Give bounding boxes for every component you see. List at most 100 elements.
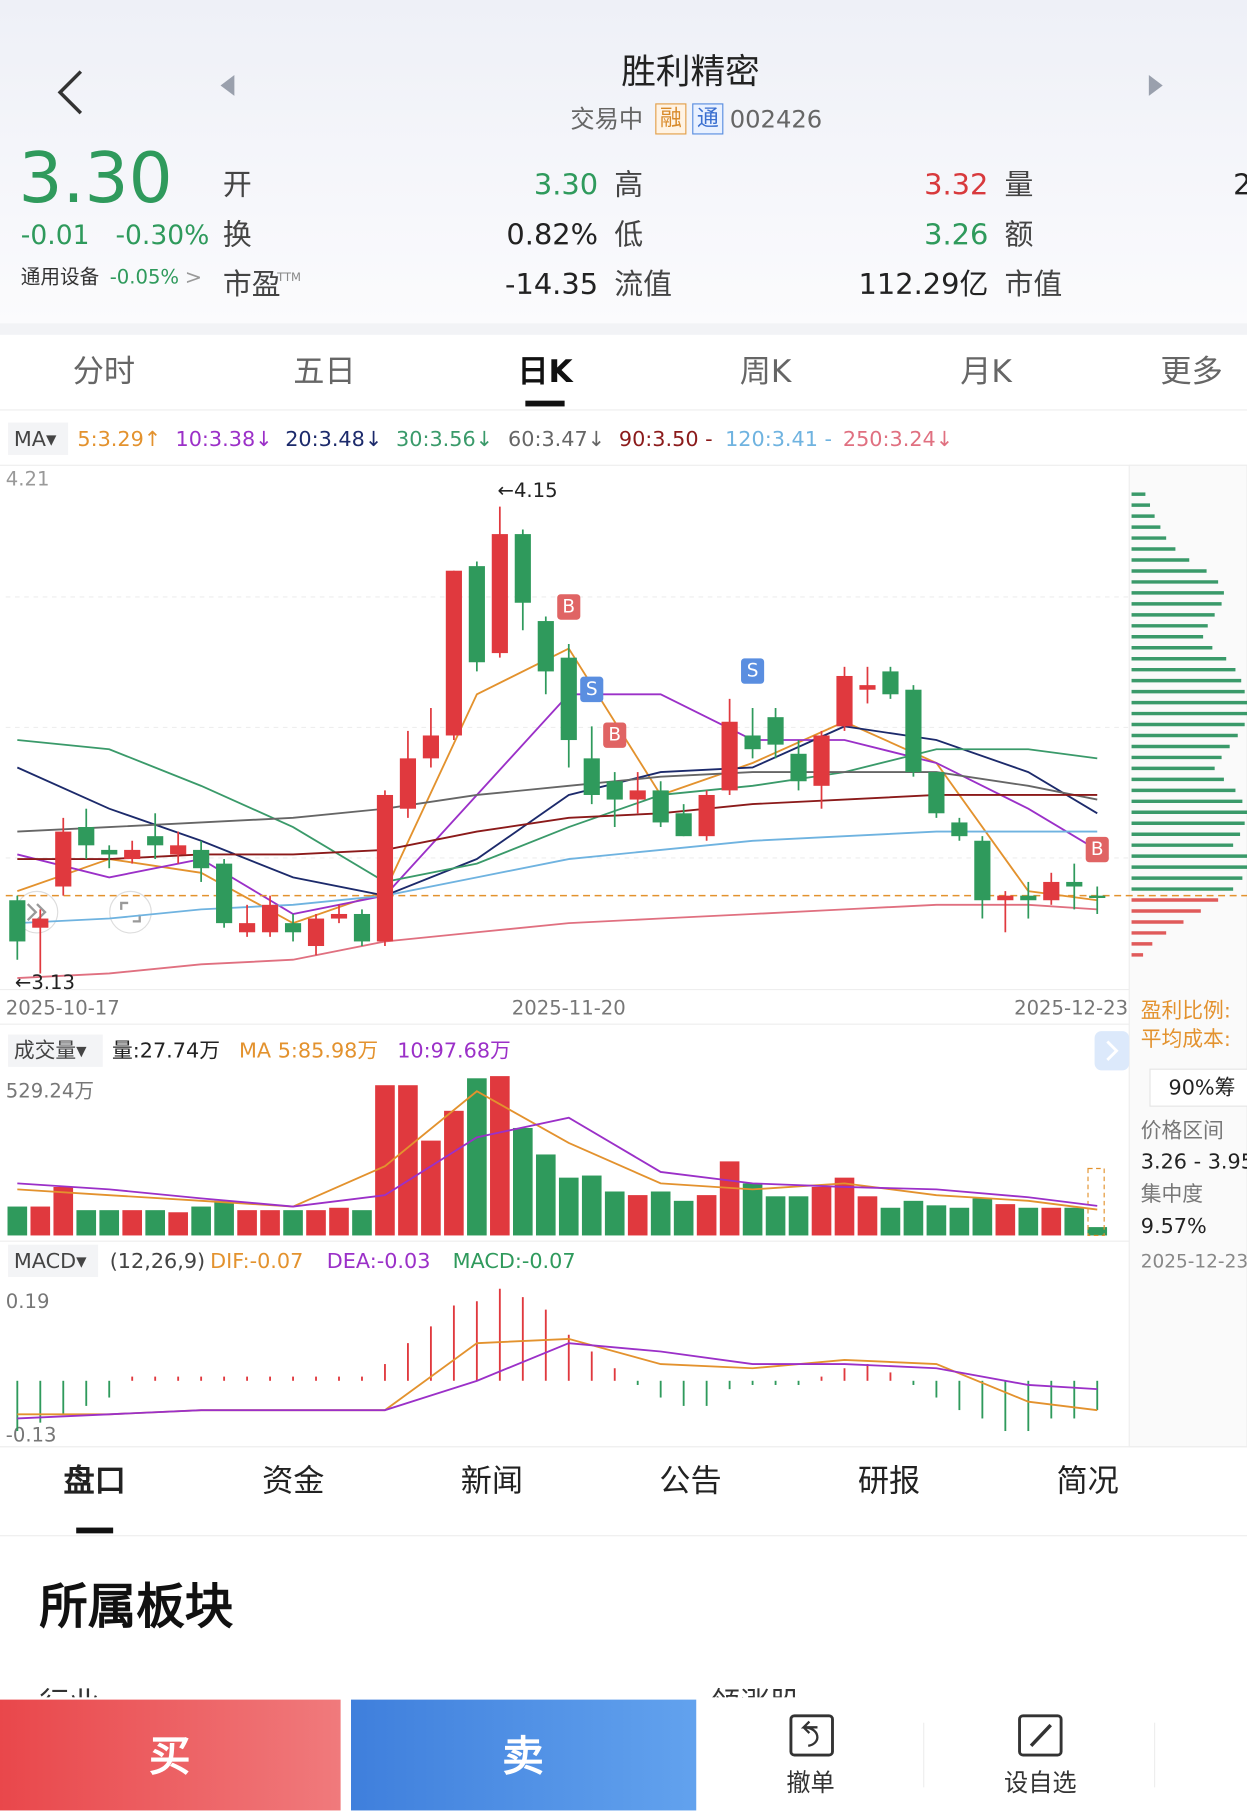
candle-body	[1066, 881, 1083, 887]
candle-body	[675, 813, 692, 837]
stat-label: 流值	[614, 267, 672, 301]
period-tab[interactable]: 日K	[517, 354, 574, 390]
chip-range-label: 价格区间	[1141, 1118, 1224, 1142]
signal-badge[interactable]	[580, 676, 604, 703]
signal-badge[interactable]	[557, 594, 581, 620]
info-tab[interactable]: 盘口	[64, 1463, 126, 1499]
header-bg	[0, 0, 1247, 324]
volume-bar	[696, 1195, 717, 1236]
info-tab[interactable]: 研报	[858, 1463, 920, 1499]
period-tab[interactable]: 五日	[293, 354, 355, 390]
volume-bar	[30, 1206, 51, 1236]
candle-body	[32, 918, 49, 928]
sell-button[interactable]	[351, 1699, 697, 1811]
candle-body	[859, 685, 876, 690]
candle-body	[813, 735, 830, 786]
cancel-label[interactable]: 撤单	[786, 1768, 834, 1797]
stat-value: 2	[1233, 168, 1247, 202]
indicator-line	[17, 903, 1098, 980]
prev-stock[interactable]	[220, 75, 235, 96]
buy-label[interactable]: 买	[149, 1732, 191, 1781]
signal-label[interactable]: S	[586, 679, 598, 700]
signal-badge[interactable]	[1085, 836, 1109, 863]
period-tab[interactable]: 月K	[960, 354, 1013, 390]
macd-dropdown[interactable]	[8, 1244, 99, 1278]
candle-body	[606, 781, 623, 800]
ma-label[interactable]: MA▾	[14, 427, 57, 451]
signal-label[interactable]: S	[747, 661, 759, 682]
x-tick-label: 2025-12-23	[1014, 996, 1128, 1019]
collapse-icon[interactable]	[1106, 1040, 1119, 1061]
y-tick-label: -0.13	[6, 1424, 57, 1447]
chip-date: 2025-12-23	[1141, 1252, 1247, 1273]
cancel-icon-arrow[interactable]	[800, 1720, 819, 1747]
info-tab[interactable]: 新闻	[461, 1463, 523, 1499]
candle-body	[193, 849, 210, 869]
ma-legend: 120:3.41 -	[725, 427, 832, 451]
fullscreen-button[interactable]	[109, 890, 152, 934]
signal-label[interactable]: B	[1091, 839, 1104, 860]
back-button[interactable]	[57, 70, 83, 115]
info-tab[interactable]: 资金	[262, 1463, 324, 1499]
volume-bar	[1041, 1207, 1062, 1236]
volume-bar	[306, 1210, 326, 1236]
volume-bar	[513, 1127, 533, 1236]
signal-badge[interactable]	[603, 722, 627, 748]
sector-more[interactable]: >	[185, 265, 202, 289]
x-tick-label: 2025-10-17	[6, 996, 120, 1019]
ma-legend: 90:3.50 -	[619, 427, 713, 451]
signal-label[interactable]: B	[562, 596, 575, 617]
volume-bar	[260, 1210, 280, 1236]
indicator-line	[17, 830, 1098, 925]
info-tab[interactable]: 公告	[659, 1463, 721, 1499]
candle-body	[147, 836, 164, 846]
cancel-icon[interactable]	[789, 1714, 834, 1757]
period-tab[interactable]: 周K	[740, 354, 793, 390]
sector-change: -0.05%	[110, 266, 179, 289]
candle-body	[537, 621, 554, 672]
collapse-button[interactable]	[1094, 1031, 1130, 1071]
stat-sup: TTM	[276, 270, 301, 284]
vol-label[interactable]: 成交量▾	[14, 1039, 87, 1063]
ma-dropdown[interactable]	[8, 422, 69, 455]
stat-value: 0.82%	[506, 217, 598, 251]
volume-bar	[283, 1210, 303, 1236]
candle-body	[1020, 895, 1037, 901]
stat-label: 低	[614, 217, 643, 251]
sell-label[interactable]: 卖	[502, 1732, 544, 1781]
buy-button[interactable]	[0, 1699, 341, 1811]
volume-bar	[122, 1210, 143, 1236]
candle-body	[78, 827, 95, 846]
volume-bar	[558, 1177, 579, 1236]
period-tab[interactable]: 更多	[1160, 354, 1222, 390]
signal-badge[interactable]	[741, 658, 765, 684]
sector[interactable]: 通用设备	[21, 266, 100, 289]
watch-label[interactable]: 设自选	[1004, 1768, 1077, 1797]
macd-label[interactable]: MACD▾	[14, 1249, 87, 1273]
next-stock[interactable]	[1148, 75, 1163, 96]
signal-label[interactable]: B	[608, 725, 621, 746]
candle-body	[997, 895, 1014, 901]
volume-bar	[237, 1210, 257, 1236]
y-tick-label: 4.21	[6, 468, 50, 491]
watch-icon-pen[interactable]	[1029, 1723, 1052, 1747]
info-tab[interactable]: 简况	[1056, 1463, 1118, 1499]
period-tab[interactable]: 分时	[73, 354, 135, 390]
watch-icon[interactable]	[1018, 1714, 1063, 1757]
volume-bar	[7, 1206, 28, 1236]
chip-band[interactable]: 90%筹	[1168, 1076, 1235, 1100]
volume-bar	[490, 1076, 510, 1236]
chip-cost: 平均成本:	[1141, 1027, 1231, 1051]
chip-band-box[interactable]	[1149, 1068, 1247, 1107]
chip-conc-label: 集中度	[1141, 1182, 1203, 1206]
candle-body	[491, 534, 508, 654]
candle-body	[307, 918, 325, 947]
candle-body	[652, 790, 669, 823]
volume-current-box	[1087, 1167, 1105, 1237]
vol-dropdown[interactable]	[8, 1034, 103, 1067]
ma-legend: 30:3.56↓	[396, 427, 493, 451]
fullscreen-icon[interactable]	[120, 901, 141, 923]
volume-bar	[834, 1177, 855, 1236]
volume-bar	[168, 1212, 188, 1236]
volume-bar	[535, 1154, 556, 1236]
